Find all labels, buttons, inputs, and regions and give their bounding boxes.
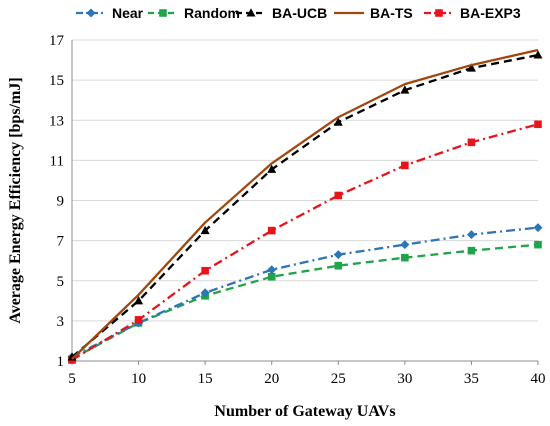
y-tick-label: 3 bbox=[57, 314, 65, 330]
legend-label: Random bbox=[184, 5, 240, 21]
legend-swatch-marker bbox=[86, 8, 96, 18]
y-tick-label: 11 bbox=[50, 153, 64, 169]
data-point-ba-exp3 bbox=[467, 138, 476, 147]
data-point-ba-ucb bbox=[400, 85, 410, 94]
legend-item-ba-exp3: BA-EXP3 bbox=[424, 5, 521, 21]
y-tick-label: 13 bbox=[49, 113, 64, 129]
series-line-random bbox=[71, 243, 539, 361]
legend-swatch-marker bbox=[435, 9, 443, 17]
data-point-ba-ucb bbox=[333, 117, 343, 126]
legend-item-random: Random bbox=[148, 5, 240, 21]
legend-item-ba-ucb: BA-UCB bbox=[236, 5, 327, 21]
y-tick-label: 17 bbox=[49, 33, 65, 49]
data-point-ba-exp3 bbox=[401, 161, 409, 170]
data-point-ba-ucb bbox=[134, 296, 144, 305]
x-tick-label: 25 bbox=[331, 371, 346, 387]
data-point-ba-ucb bbox=[267, 164, 277, 173]
x-tick-label: 35 bbox=[464, 371, 479, 387]
series-group bbox=[67, 48, 543, 364]
legend: Near Random BA-UCB BA-TS BA-EXP3 bbox=[76, 5, 521, 21]
y-tick-label: 1 bbox=[57, 354, 65, 370]
data-point-near bbox=[200, 288, 210, 298]
data-point-random bbox=[334, 261, 343, 270]
x-tick-label: 20 bbox=[264, 371, 279, 387]
series-line-near bbox=[71, 226, 539, 359]
data-point-ba-exp3 bbox=[201, 266, 209, 275]
data-point-ba-ucb bbox=[533, 50, 543, 59]
data-point-ba-exp3 bbox=[334, 191, 343, 200]
legend-label: BA-TS bbox=[370, 5, 413, 21]
legend-label: BA-EXP3 bbox=[460, 5, 521, 21]
y-tick-label: 9 bbox=[57, 194, 65, 210]
data-point-ba-exp3 bbox=[267, 226, 276, 235]
y-tick-label: 5 bbox=[57, 274, 65, 290]
data-point-ba-exp3 bbox=[534, 120, 542, 129]
x-tick-label: 40 bbox=[531, 371, 546, 387]
series-ba-ts bbox=[71, 48, 539, 360]
legend-swatch-marker bbox=[246, 8, 256, 17]
legend-label: Near bbox=[112, 5, 144, 21]
data-point-near bbox=[533, 223, 543, 233]
data-point-random bbox=[267, 272, 276, 281]
series-ba-exp3 bbox=[68, 120, 542, 364]
data-point-near bbox=[333, 250, 343, 260]
data-point-random bbox=[467, 246, 476, 255]
series-line-ba-ucb bbox=[71, 53, 539, 358]
data-point-random bbox=[534, 240, 542, 249]
data-point-near bbox=[267, 265, 277, 275]
data-point-random bbox=[401, 253, 409, 262]
data-point-ba-exp3 bbox=[134, 316, 143, 324]
y-tick-label: 7 bbox=[57, 234, 65, 250]
x-tick-label: 5 bbox=[68, 371, 76, 387]
data-point-near bbox=[466, 230, 476, 240]
legend-swatch-marker bbox=[159, 9, 167, 17]
x-tick-label: 30 bbox=[397, 371, 412, 387]
gridlines bbox=[72, 39, 538, 322]
x-tick-label: 10 bbox=[131, 371, 146, 387]
x-tick-label: 15 bbox=[198, 371, 213, 387]
y-tick-label: 15 bbox=[49, 73, 64, 89]
data-point-ba-ucb bbox=[466, 63, 476, 72]
data-point-ba-ucb bbox=[200, 225, 210, 235]
y-axis-title: Average Energy Efficiency [bps/mJ] bbox=[7, 77, 24, 323]
series-ba-ucb bbox=[67, 50, 543, 361]
data-point-near bbox=[400, 240, 410, 250]
legend-item-near: Near bbox=[76, 5, 144, 21]
x-axis-title: Number of Gateway UAVs bbox=[214, 403, 395, 420]
legend-item-ba-ts: BA-TS bbox=[334, 5, 413, 21]
series-line-ba-ts bbox=[71, 48, 539, 360]
series-line-ba-exp3 bbox=[71, 123, 539, 361]
legend-label: BA-UCB bbox=[272, 5, 327, 21]
series-near bbox=[67, 223, 543, 362]
